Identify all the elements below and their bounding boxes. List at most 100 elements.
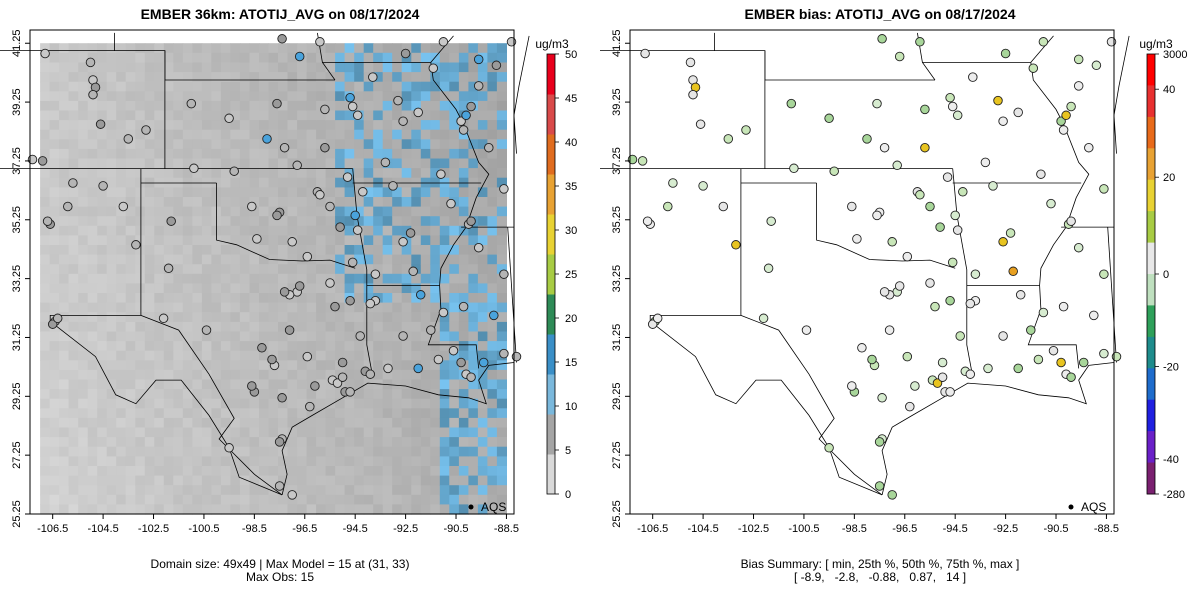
heat-cell: [68, 427, 79, 438]
heat-cell: [468, 475, 479, 486]
heat-cell: [344, 341, 355, 352]
heat-cell: [154, 168, 165, 179]
heat-cell: [287, 456, 298, 467]
heat-cell: [211, 264, 222, 275]
heat-cell: [259, 91, 270, 102]
x-tick-label: -90.5: [1043, 523, 1068, 535]
heat-cell: [420, 312, 431, 323]
heat-cell: [316, 100, 327, 112]
heat-cell: [182, 254, 193, 265]
heat-cell: [59, 273, 70, 284]
aqs-site-marker: [1026, 325, 1036, 335]
heat-cell: [439, 245, 450, 256]
heat-cell: [363, 81, 374, 92]
heat-cell: [401, 369, 412, 381]
heat-cell: [78, 417, 89, 429]
heat-cell: [278, 417, 289, 429]
heat-cell: [449, 187, 460, 198]
heat-cell: [87, 494, 98, 505]
heat-cell: [87, 341, 98, 352]
heat-cell: [287, 120, 298, 131]
heat-cell: [230, 398, 241, 409]
heat-cell: [439, 398, 450, 409]
heat-cell: [335, 245, 346, 256]
heat-cell: [411, 398, 422, 409]
heat-cell: [325, 417, 336, 429]
border-line: [430, 62, 490, 228]
heat-cell: [154, 206, 165, 217]
heat-cell: [135, 494, 146, 505]
heat-cell: [278, 177, 289, 188]
heat-cell: [468, 494, 479, 505]
heat-cell: [144, 168, 155, 179]
heat-cell: [487, 120, 498, 131]
heat-cell: [68, 360, 79, 371]
heat-cell: [135, 81, 146, 92]
heat-cell: [354, 466, 365, 477]
heat-cell: [449, 52, 460, 63]
heat-cell: [420, 494, 431, 505]
heat-cell: [477, 417, 488, 429]
heat-cell: [192, 475, 203, 486]
heat-cell: [59, 264, 70, 275]
heat-cell: [144, 456, 155, 467]
heat-cell: [78, 331, 89, 342]
heat-cell: [144, 72, 155, 83]
heat-cell: [363, 158, 374, 169]
heat-cell: [354, 52, 365, 63]
heat-cell: [439, 62, 450, 73]
colorbar-segment: [1147, 242, 1155, 275]
heat-cell: [182, 148, 193, 160]
aqs-site-marker: [894, 281, 905, 291]
heat-cell: [496, 225, 507, 236]
aqs-site-marker: [277, 34, 287, 44]
heat-cell: [125, 360, 136, 371]
heat-cell: [40, 398, 51, 409]
heat-cell: [363, 341, 374, 352]
heat-cell: [439, 302, 450, 313]
heat-cell: [192, 245, 203, 256]
heat-cell: [201, 341, 212, 352]
aqs-site-marker: [413, 363, 423, 374]
heat-cell: [59, 129, 70, 140]
heat-cell: [363, 417, 374, 429]
heat-cell: [496, 321, 507, 333]
border-line: [1027, 285, 1080, 369]
heat-cell: [439, 235, 450, 246]
heat-cell: [325, 81, 336, 92]
heat-cell: [78, 485, 89, 496]
aqs-site-marker: [945, 92, 955, 103]
heat-cell: [116, 187, 127, 198]
heat-cell: [382, 110, 393, 121]
heat-cell: [430, 168, 441, 179]
border-line: [216, 183, 356, 269]
aqs-site-marker: [85, 57, 96, 68]
heat-cell: [68, 417, 79, 429]
heat-cell: [59, 235, 70, 246]
heat-cell: [68, 273, 79, 284]
heat-cell: [487, 158, 498, 169]
heat-cell: [316, 379, 327, 390]
heat-cell: [125, 494, 136, 505]
heat-cell: [97, 235, 108, 246]
colorbar-segment: [1147, 368, 1155, 401]
heat-cell: [268, 456, 279, 467]
heat-cell: [173, 168, 184, 179]
heat-cell: [259, 293, 270, 304]
heat-cell: [373, 148, 384, 160]
heat-cell: [49, 100, 60, 112]
heat-cell: [49, 293, 60, 304]
heat-cell: [487, 302, 498, 313]
aqs-site-marker: [731, 240, 741, 250]
heat-cell: [420, 273, 431, 284]
heat-cell: [268, 120, 279, 131]
aqs-site-marker: [1061, 110, 1071, 121]
heat-cell: [239, 369, 250, 381]
heat-cell: [40, 417, 51, 429]
heat-cell: [182, 427, 193, 438]
heat-cell: [439, 369, 450, 381]
heat-cell: [278, 197, 289, 208]
heat-cell: [173, 264, 184, 275]
aqs-site-marker: [98, 181, 108, 191]
heat-cell: [496, 466, 507, 477]
